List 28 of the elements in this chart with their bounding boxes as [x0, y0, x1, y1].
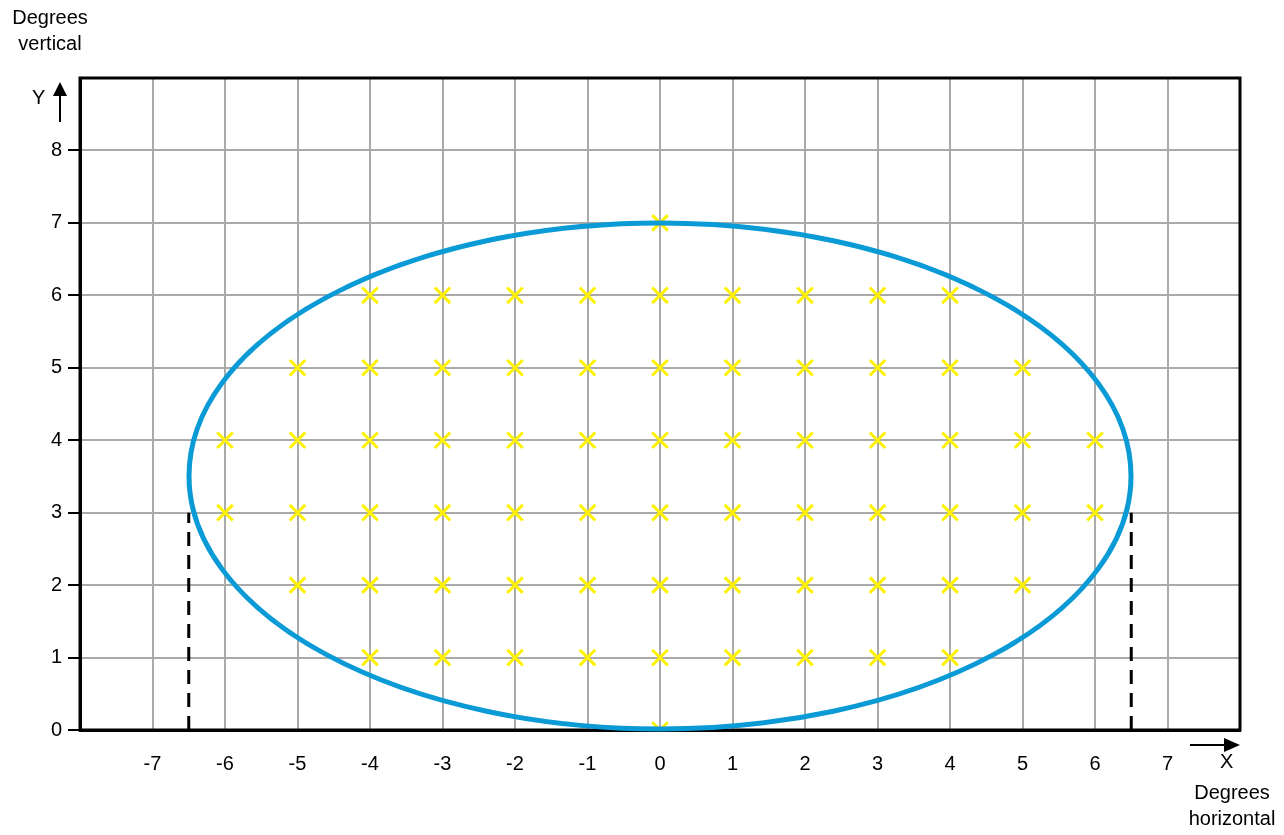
x-tick-label: 4: [944, 751, 956, 774]
x-tick-label: 1: [726, 751, 739, 774]
x-axis-title: Degrees horizontal: [1187, 780, 1277, 831]
y-tick-label: 2: [50, 572, 62, 595]
x-tick-label: -6: [216, 751, 234, 774]
x-tick-label: 0: [654, 751, 666, 774]
y-tick-label: 7: [50, 210, 62, 233]
y-tick-label: 1: [50, 645, 62, 668]
x-tick-label: -7: [143, 751, 162, 774]
y-tick-label: 5: [50, 355, 62, 378]
x-tick-label: 3: [871, 751, 884, 774]
y-axis-title: Degrees vertical: [11, 5, 89, 56]
x-tick-label: -5: [288, 751, 307, 774]
y-tick-label: 4: [50, 427, 62, 450]
y-tick-label: 8: [50, 137, 62, 160]
x-tick-label: -4: [361, 751, 379, 774]
text: X: [1220, 749, 1234, 774]
x-tick-label: -2: [506, 751, 524, 774]
x-tick-label: 6: [1089, 751, 1101, 774]
x-tick-label: 7: [1161, 751, 1174, 774]
text: Y: [32, 85, 46, 110]
y-tick-label: 6: [50, 282, 62, 305]
x-tick-label: 5: [1016, 751, 1029, 774]
x-tick-label: 2: [799, 751, 811, 774]
y-tick-label: 0: [50, 717, 62, 740]
x-tick-label: -3: [433, 751, 452, 774]
x-tick-label: -1: [578, 751, 597, 774]
y-tick-label: 3: [50, 500, 62, 523]
